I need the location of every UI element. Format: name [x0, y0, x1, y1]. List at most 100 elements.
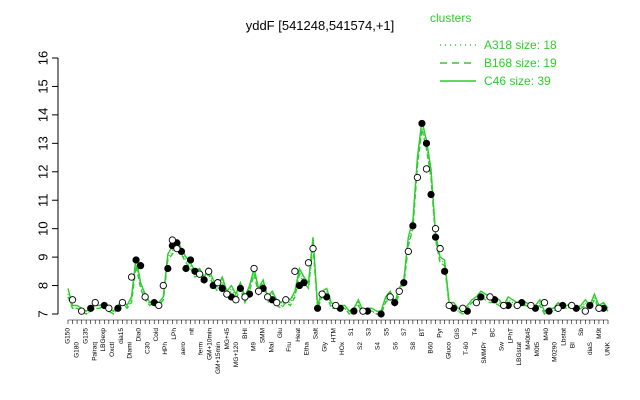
x-tick-label: Lbstat	[560, 328, 567, 346]
y-tick-label: 12	[35, 165, 50, 179]
y-tick-label: 11	[35, 193, 50, 207]
data-point-open	[205, 267, 213, 275]
x-tick-label: BHI	[242, 328, 249, 339]
x-tick-label: M9	[251, 342, 258, 351]
x-tick-label: G135	[82, 328, 89, 344]
data-point-open	[486, 293, 494, 301]
data-point-open	[568, 301, 576, 310]
series-line-dotted	[67, 126, 609, 316]
x-tick-label: Gly	[321, 341, 328, 352]
x-tick-label: LBGstat	[516, 342, 523, 366]
x-tick-label: Oxctl	[109, 341, 116, 356]
x-tick-label: Sb	[578, 328, 585, 336]
x-tick-label: SMM	[259, 328, 266, 343]
data-point-open	[105, 304, 113, 312]
x-tick-label: M40	[543, 328, 550, 341]
data-point-open	[264, 293, 272, 301]
data-point-open	[141, 293, 149, 301]
data-point-filled	[377, 310, 385, 318]
data-point-open	[332, 301, 340, 310]
y-tick-label: 10	[35, 221, 50, 235]
x-tick-label: M0290	[552, 342, 559, 362]
x-tick-label: T-60	[463, 342, 470, 355]
data-point-open	[540, 298, 549, 307]
x-tick-label: Pyr	[437, 327, 444, 338]
data-point-filled	[350, 307, 358, 315]
x-tick-label: GM+15min	[215, 342, 222, 374]
data-point-open	[250, 264, 258, 273]
x-tick-label: S7	[401, 328, 408, 336]
x-tick-label: B60	[428, 342, 435, 354]
x-tick-label: BT	[419, 328, 426, 336]
x-tick-label: S3	[366, 328, 373, 336]
x-tick-label: Fru	[286, 342, 293, 352]
x-tick-label: Etha	[304, 342, 311, 356]
x-tick-label: S1	[348, 328, 355, 336]
data-point-filled	[313, 304, 322, 312]
data-point-open	[309, 244, 317, 253]
x-tick-label: M40t45	[525, 328, 532, 350]
x-tick-label: SMMPr	[481, 341, 488, 364]
data-point-open	[445, 301, 453, 310]
y-tick-label: 7	[35, 310, 50, 317]
x-tick-label: S5	[383, 328, 390, 336]
data-point-open	[413, 173, 422, 182]
x-tick-label: LPhT	[507, 328, 514, 344]
data-point-filled	[400, 279, 408, 287]
data-point-open	[91, 298, 99, 307]
x-tick-label: T4	[472, 328, 479, 336]
data-point-filled	[182, 264, 190, 273]
data-point-filled	[431, 233, 440, 241]
y-tick-label: 16	[35, 51, 50, 65]
x-tick-label: ferm	[198, 342, 205, 355]
x-tick-label: G150	[65, 328, 72, 344]
data-point-filled	[137, 262, 145, 270]
x-tick-label: Dia0	[136, 328, 143, 342]
legend-label-c46: C46 size: 39	[484, 74, 551, 88]
data-point-filled	[300, 279, 308, 287]
data-point-open	[273, 298, 281, 307]
data-point-filled	[391, 299, 399, 307]
x-tick-label: S8	[410, 342, 417, 350]
data-point-open	[404, 247, 412, 256]
legend-title: clusters	[430, 11, 471, 25]
x-tick-label: Mal	[268, 341, 275, 352]
x-tick-label: LBGexp	[100, 328, 107, 352]
legend-label-a318: A318 size: 18	[484, 38, 557, 52]
data-point-open	[127, 273, 136, 281]
x-tick-label: HOx	[339, 341, 346, 355]
x-tick-label: S6	[392, 342, 399, 350]
data-point-open	[214, 279, 222, 287]
data-point-open	[304, 259, 313, 267]
x-tick-label: G180	[74, 342, 81, 358]
x-tick-label: MG+120	[233, 342, 240, 367]
series-line-solid	[67, 120, 609, 313]
x-tick-label: GIS	[454, 327, 461, 339]
data-point-open	[499, 301, 508, 310]
data-point-open	[527, 301, 535, 310]
x-tick-label: Glu	[277, 328, 284, 339]
y-tick-label: 8	[35, 282, 50, 289]
data-point-open	[318, 290, 326, 298]
x-tick-label: UNK	[605, 341, 612, 355]
x-tick-label: S4	[375, 342, 382, 350]
x-tick-label: M0t5	[534, 342, 541, 357]
data-point-filled	[218, 284, 226, 292]
data-point-filled	[422, 139, 431, 147]
data-point-filled	[132, 256, 140, 264]
data-point-open	[386, 293, 394, 301]
y-tick-label: 14	[35, 108, 50, 122]
data-point-open	[159, 281, 167, 290]
data-point-open	[254, 287, 263, 295]
y-tick-label: 9	[35, 253, 50, 260]
x-tick-label: BI	[569, 342, 576, 348]
data-point-open	[68, 296, 77, 304]
x-tick-label: Cold	[153, 328, 160, 342]
x-tick-label: Salt	[313, 328, 320, 339]
data-point-open	[155, 301, 163, 310]
data-point-open	[241, 293, 249, 301]
data-point-open	[291, 267, 299, 275]
x-tick-label: Pairaq	[91, 342, 98, 361]
